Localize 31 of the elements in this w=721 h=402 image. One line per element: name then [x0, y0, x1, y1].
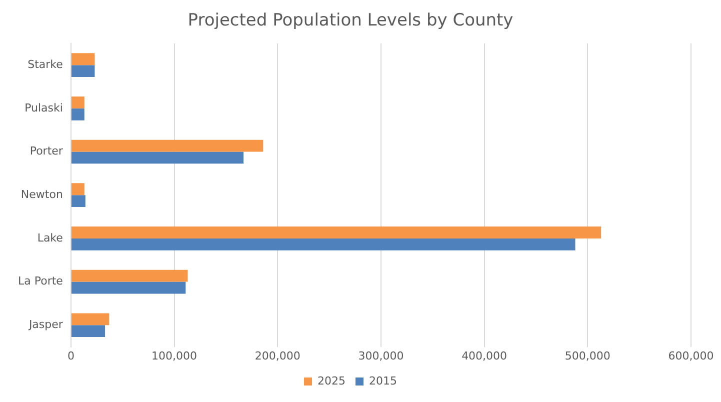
x-tick-label: 0: [67, 349, 74, 362]
x-tick-label: 600,000: [668, 349, 714, 362]
bar: [71, 282, 186, 294]
x-tick-label: 500,000: [564, 349, 610, 362]
y-tick-label: Lake: [37, 231, 64, 244]
bar: [71, 140, 264, 152]
bar: [71, 195, 86, 208]
y-tick-label: Starke: [28, 58, 64, 71]
legend-label: 2025: [318, 374, 346, 388]
bar: [71, 65, 95, 77]
y-tick-label: La Porte: [18, 274, 64, 288]
x-tick-label: 100,000: [152, 349, 198, 362]
bar: [71, 53, 95, 66]
bar: [71, 325, 106, 338]
x-tick-label: 300,000: [358, 349, 404, 362]
bar: [71, 152, 244, 164]
chart-title: Projected Population Levels by County: [188, 10, 514, 31]
bar: [71, 313, 110, 326]
bar: [71, 108, 84, 120]
bar: [71, 270, 188, 282]
x-tick-label: 200,000: [254, 349, 300, 362]
bar: [71, 96, 84, 108]
y-tick-label: Pulaski: [24, 101, 63, 114]
bar: [71, 226, 602, 238]
bar: [71, 183, 84, 196]
x-tick-label: 400,000: [462, 349, 508, 362]
y-tick-label: Porter: [30, 144, 64, 158]
y-tick-label: Newton: [20, 188, 63, 201]
bar: [71, 238, 576, 250]
legend-label: 2015: [369, 374, 397, 388]
y-tick-label: Jasper: [28, 318, 64, 331]
